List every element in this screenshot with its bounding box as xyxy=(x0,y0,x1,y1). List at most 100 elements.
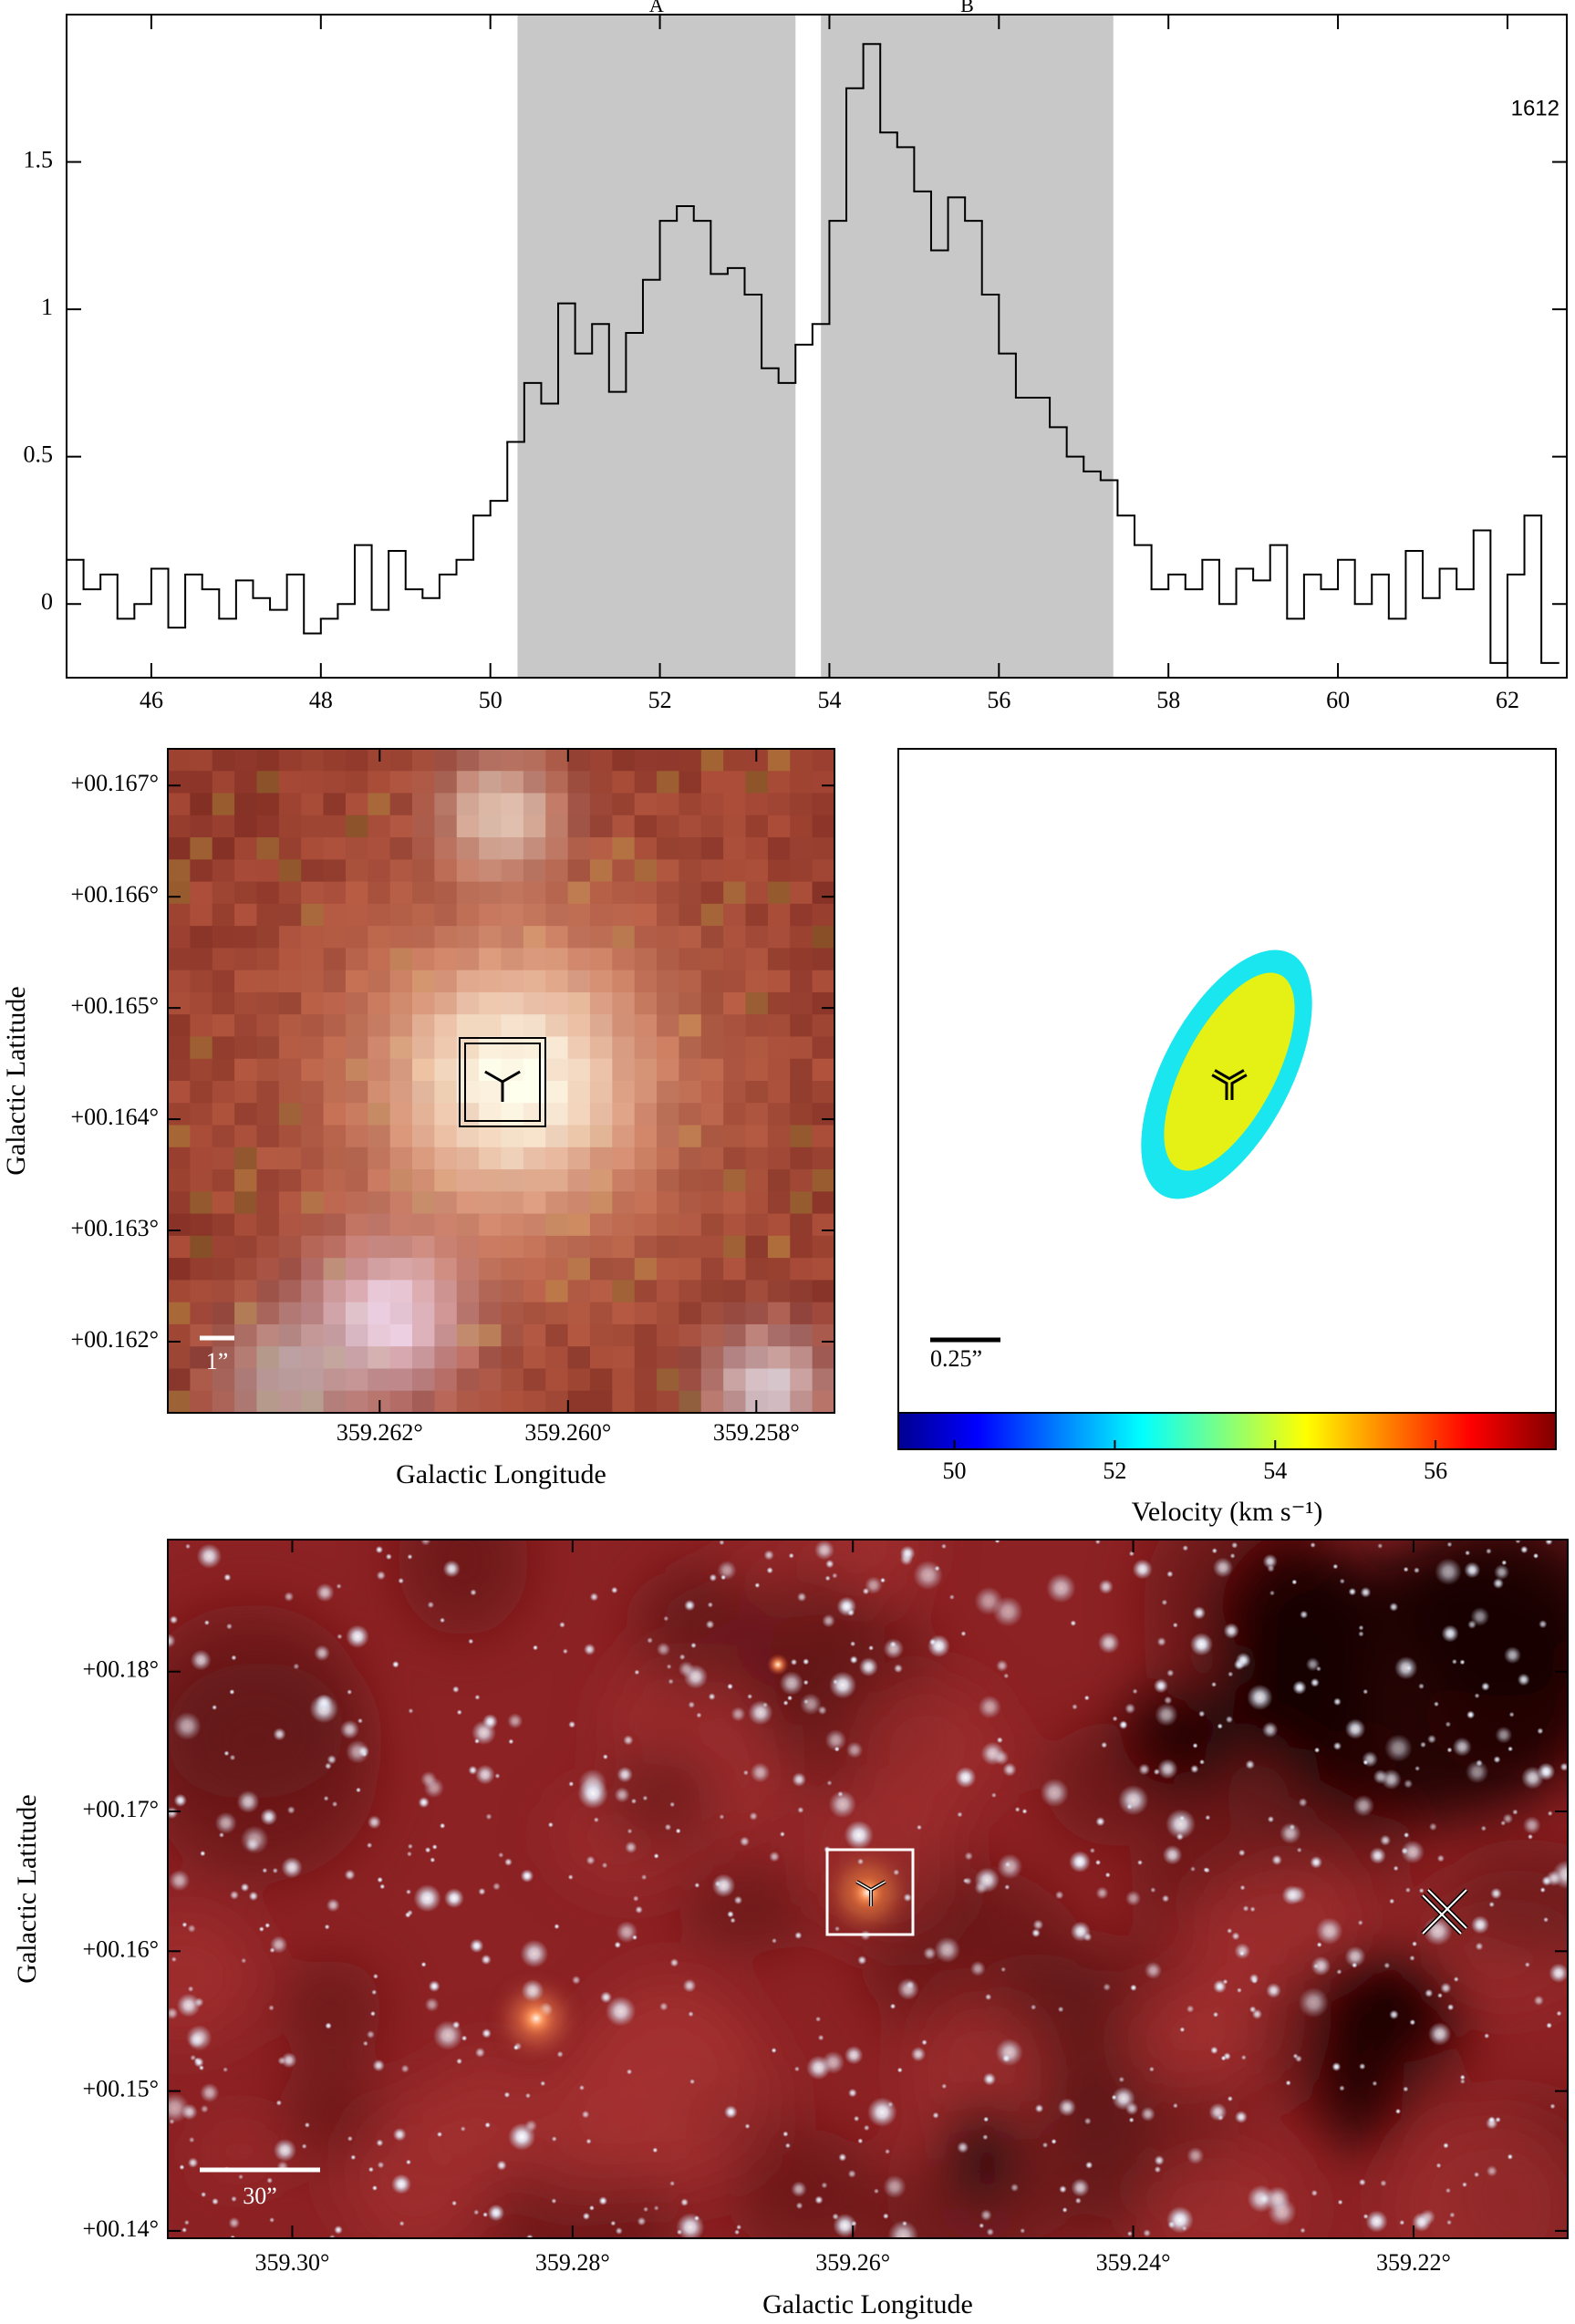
star xyxy=(1532,1552,1539,1559)
star xyxy=(196,1543,223,1569)
image-pixel xyxy=(767,1103,791,1126)
star xyxy=(1310,1541,1316,1549)
image-pixel xyxy=(168,793,191,816)
star xyxy=(1054,1890,1064,1900)
image-pixel xyxy=(589,1169,613,1192)
image-pixel xyxy=(412,948,435,971)
star xyxy=(1211,1548,1218,1554)
image-pixel xyxy=(790,1014,813,1038)
image-pixel xyxy=(812,793,834,816)
star xyxy=(1281,1884,1302,1905)
star xyxy=(1118,2076,1125,2083)
star xyxy=(1020,2227,1026,2234)
star xyxy=(676,2229,683,2236)
image-pixel xyxy=(234,903,258,927)
star xyxy=(513,2044,519,2050)
image-pixel xyxy=(301,1103,325,1126)
star xyxy=(551,2198,557,2205)
star xyxy=(1083,2117,1092,2125)
star xyxy=(1495,1726,1513,1744)
star xyxy=(669,1801,676,1808)
image-pixel xyxy=(767,1125,791,1148)
star xyxy=(485,1813,492,1821)
image-pixel xyxy=(767,1258,791,1281)
star xyxy=(1239,1884,1246,1891)
star xyxy=(260,1808,278,1826)
image-pixel xyxy=(545,991,569,1015)
image-pixel xyxy=(323,948,347,971)
image-pixel xyxy=(501,1036,524,1060)
star xyxy=(1409,2018,1416,2026)
image-pixel xyxy=(434,749,458,772)
image-pixel xyxy=(368,926,391,949)
star xyxy=(643,2206,649,2213)
star xyxy=(1533,1995,1544,2007)
image-pixel xyxy=(301,859,325,883)
star xyxy=(1004,1861,1011,1868)
image-pixel xyxy=(456,814,480,838)
image-pixel xyxy=(589,771,613,794)
star xyxy=(1156,1759,1178,1779)
star xyxy=(1337,2199,1343,2205)
image-pixel xyxy=(389,1191,413,1215)
star xyxy=(301,2143,307,2150)
cloud xyxy=(911,1995,1047,2142)
image-pixel xyxy=(723,1235,747,1259)
star xyxy=(696,1712,702,1718)
star xyxy=(602,1754,608,1760)
star xyxy=(1138,1763,1151,1776)
star xyxy=(1480,1825,1487,1831)
x-tick-label: 48 xyxy=(309,687,333,713)
star xyxy=(1059,2184,1067,2194)
y-tick-label: 1 xyxy=(41,294,53,320)
star xyxy=(407,1553,413,1560)
image-pixel xyxy=(212,1058,235,1082)
star xyxy=(742,1769,749,1776)
image-pixel xyxy=(368,1213,391,1237)
image-pixel xyxy=(767,1146,791,1170)
image-pixel xyxy=(345,903,368,927)
star xyxy=(1372,2080,1378,2087)
image-pixel xyxy=(234,1302,258,1325)
image-pixel xyxy=(368,1081,391,1104)
star xyxy=(787,1695,793,1701)
star xyxy=(326,1898,340,1913)
image-pixel xyxy=(234,1014,258,1038)
image-pixel xyxy=(745,1191,769,1215)
star xyxy=(803,1679,809,1686)
star xyxy=(1238,1950,1245,1956)
image-pixel xyxy=(278,771,302,794)
star xyxy=(707,1602,714,1608)
star xyxy=(615,2226,623,2235)
star xyxy=(868,1644,875,1651)
image-pixel xyxy=(567,1191,591,1215)
image-pixel xyxy=(790,1323,813,1347)
colorbar-tick-label: 54 xyxy=(1263,1458,1287,1484)
image-pixel xyxy=(501,948,524,971)
image-pixel xyxy=(323,1146,347,1170)
image-pixel xyxy=(434,837,458,860)
image-pixel xyxy=(168,1169,191,1192)
image-pixel xyxy=(479,1323,503,1347)
star xyxy=(203,1620,210,1626)
image-pixel xyxy=(545,793,569,816)
star xyxy=(1298,1987,1330,2018)
image-pixel xyxy=(745,970,769,993)
image-pixel xyxy=(323,926,347,949)
image-pixel xyxy=(679,1058,702,1082)
star xyxy=(181,1922,188,1928)
image-pixel xyxy=(523,1390,546,1413)
image-pixel xyxy=(767,881,791,905)
star xyxy=(1267,1564,1275,1572)
star xyxy=(767,1654,789,1676)
image-pixel xyxy=(767,1302,791,1325)
image-pixel xyxy=(212,1368,235,1392)
image-pixel xyxy=(323,881,347,905)
star xyxy=(1247,1684,1273,1711)
star xyxy=(461,2035,468,2041)
star xyxy=(791,2181,807,2197)
star xyxy=(214,1811,237,1834)
image-pixel xyxy=(345,1036,368,1060)
image-pixel xyxy=(168,1125,191,1148)
image-pixel xyxy=(212,1280,235,1303)
